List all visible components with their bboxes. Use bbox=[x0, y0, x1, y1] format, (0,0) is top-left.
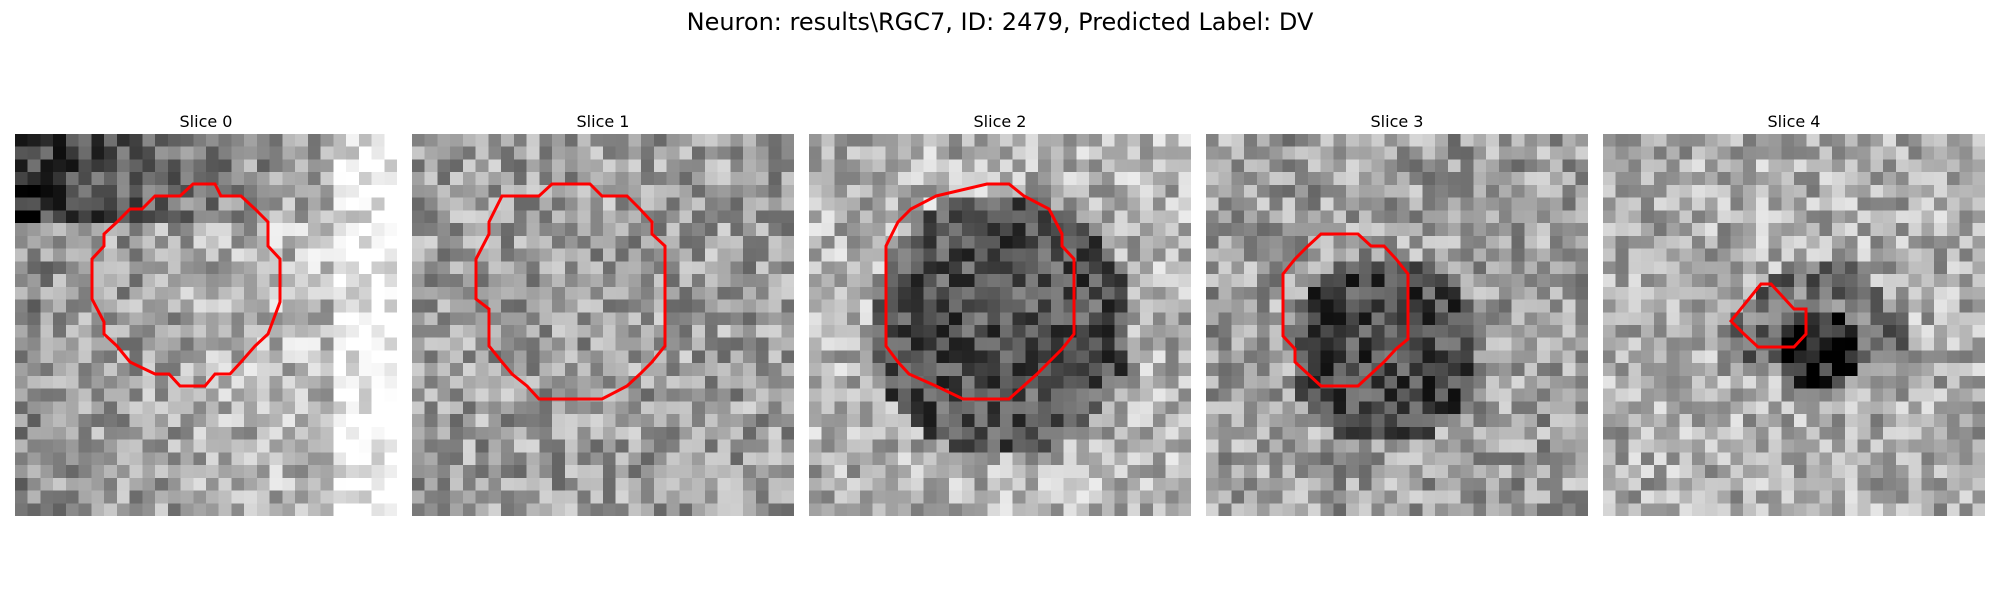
slice-image-0 bbox=[15, 134, 397, 516]
figure-title: Neuron: results\RGC7, ID: 2479, Predicte… bbox=[686, 8, 1314, 36]
roi-contour-4 bbox=[1728, 282, 1808, 349]
slice-image-3 bbox=[1206, 134, 1588, 516]
slice-panel-3: Slice 3 bbox=[1206, 110, 1588, 516]
slice-pixels-1 bbox=[412, 134, 794, 516]
slice-image-1 bbox=[412, 134, 794, 516]
roi-contour-3 bbox=[1281, 232, 1410, 388]
slice-pixels-4 bbox=[1603, 134, 1985, 516]
slice-image-2 bbox=[809, 134, 1191, 516]
slice-panel-1: Slice 1 bbox=[412, 110, 794, 516]
slice-pixels-2 bbox=[809, 134, 1191, 516]
slice-title-1: Slice 1 bbox=[576, 112, 630, 131]
roi-contour-0 bbox=[90, 182, 282, 388]
slice-title-2: Slice 2 bbox=[973, 112, 1027, 131]
slice-panel-0: Slice 0 bbox=[15, 110, 397, 516]
roi-contour-2 bbox=[884, 182, 1076, 401]
slice-pixels-3 bbox=[1206, 134, 1588, 516]
slice-title-3: Slice 3 bbox=[1370, 112, 1424, 131]
slice-image-4 bbox=[1603, 134, 1985, 516]
slice-title-0: Slice 0 bbox=[179, 112, 233, 131]
slice-panel-4: Slice 4 bbox=[1603, 110, 1985, 516]
slice-pixels-0 bbox=[15, 134, 397, 516]
slice-panel-2: Slice 2 bbox=[809, 110, 1191, 516]
slice-title-4: Slice 4 bbox=[1767, 112, 1821, 131]
roi-contour-1 bbox=[474, 182, 667, 401]
